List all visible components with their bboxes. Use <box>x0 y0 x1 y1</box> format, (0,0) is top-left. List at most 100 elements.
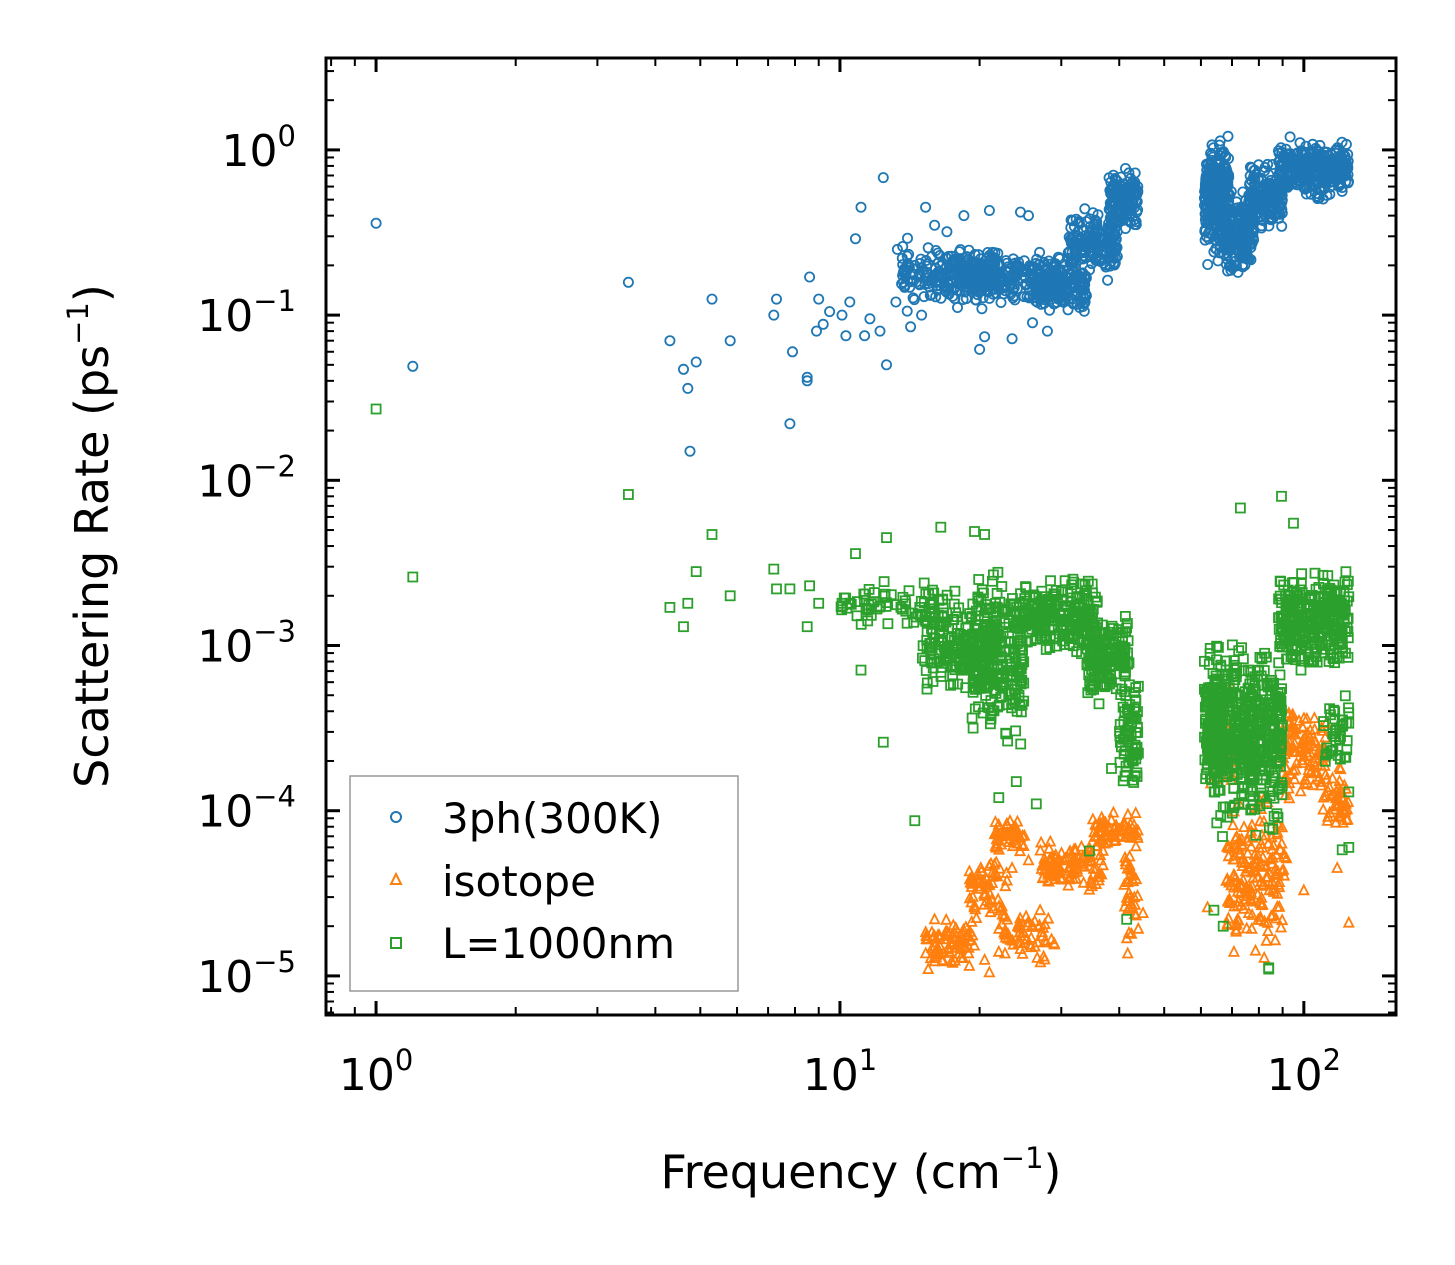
triangle-point <box>1000 873 1014 886</box>
circle-point <box>1078 277 1090 289</box>
circle-point <box>684 445 696 457</box>
circle-point <box>1227 211 1239 223</box>
square-point <box>1258 665 1270 676</box>
square-point <box>1109 668 1121 680</box>
triangle-point <box>995 900 1008 913</box>
circle-point <box>1043 255 1055 267</box>
square-point <box>1318 716 1329 727</box>
triangle-point <box>1100 830 1113 843</box>
square-point <box>909 815 921 827</box>
circle-point <box>1070 237 1082 249</box>
triangle-point <box>1222 849 1235 862</box>
circle-point <box>877 172 889 184</box>
triangle-point <box>1317 802 1330 815</box>
square-point <box>1119 770 1131 782</box>
square-point <box>407 571 419 583</box>
circle-point <box>1122 198 1134 210</box>
triangle-point <box>971 866 984 879</box>
square-point <box>900 605 912 617</box>
square-point <box>921 677 933 689</box>
triangle-point <box>956 930 969 943</box>
square-point <box>1130 682 1142 693</box>
triangle-point <box>1289 762 1302 775</box>
square-point <box>850 548 861 559</box>
triangle-point <box>1229 918 1242 931</box>
square-point <box>1077 609 1089 620</box>
circle-point <box>1201 164 1213 176</box>
square-point <box>1004 646 1015 658</box>
triangle-point <box>1276 864 1289 876</box>
circle-point <box>1263 220 1275 232</box>
triangle-point <box>1278 850 1291 862</box>
square-point <box>1205 753 1217 764</box>
circle-point <box>908 294 920 306</box>
triangle-point <box>1118 850 1132 863</box>
triangle-point <box>1300 711 1313 724</box>
triangle-point <box>1122 886 1136 898</box>
triangle-point <box>1342 915 1355 928</box>
triangle-point <box>1023 937 1037 950</box>
square-point <box>933 618 945 630</box>
triangle-point <box>1047 862 1060 874</box>
circle-point <box>1201 158 1213 170</box>
triangle-point <box>953 940 967 953</box>
triangle-point <box>1321 809 1335 822</box>
circle-point <box>1312 188 1324 200</box>
square-point <box>1303 656 1315 668</box>
square-point <box>1332 600 1343 612</box>
square-point <box>1116 683 1128 695</box>
square-point <box>1065 595 1077 607</box>
triangle-point <box>1014 929 1027 941</box>
triangle-point <box>1021 915 1035 928</box>
square-point <box>1208 773 1220 785</box>
circle-point <box>1255 210 1267 222</box>
circle-point <box>1029 271 1041 283</box>
triangle-point <box>985 892 998 905</box>
triangle-point <box>1340 813 1353 825</box>
square-point <box>1084 845 1095 857</box>
square-point <box>1227 691 1238 703</box>
circle-point <box>940 267 952 279</box>
square-point <box>1090 652 1102 664</box>
square-point <box>921 683 933 695</box>
triangle-point <box>1004 932 1017 945</box>
circle-point <box>983 204 995 216</box>
square-point <box>1254 652 1266 663</box>
square-point <box>771 583 782 595</box>
triangle-point <box>1271 886 1284 899</box>
square-point <box>804 580 815 592</box>
square-point <box>1336 844 1348 856</box>
square-point <box>1000 728 1012 740</box>
square-point <box>1123 657 1135 669</box>
circle-point <box>918 291 930 303</box>
square-point <box>1288 625 1300 637</box>
triangle-point <box>1040 935 1053 948</box>
square-point <box>1039 625 1050 636</box>
circle-point <box>952 301 964 313</box>
square-point <box>1319 755 1331 767</box>
triangle-point <box>1271 899 1284 912</box>
triangle-point <box>1095 832 1108 844</box>
triangle-point <box>1230 829 1243 842</box>
triangle-point <box>1129 897 1142 910</box>
triangle-point <box>992 842 1006 855</box>
circle-point <box>1084 213 1096 225</box>
square-point <box>935 521 947 533</box>
triangle-point <box>924 951 937 964</box>
triangle-point <box>963 958 976 971</box>
square-point <box>1220 750 1232 761</box>
square-point <box>1132 722 1143 733</box>
square-point <box>996 635 1008 647</box>
triangle-point <box>1260 933 1273 946</box>
circle-point <box>771 293 783 305</box>
circle-point <box>1202 258 1214 270</box>
triangle-point <box>1317 790 1330 803</box>
circle-point <box>959 270 971 282</box>
circle-point <box>1313 177 1325 189</box>
triangle-point <box>966 889 979 902</box>
circle-point <box>1065 214 1077 226</box>
triangle-point <box>1013 844 1027 857</box>
circle-point <box>1208 246 1220 258</box>
circle-point <box>973 257 985 269</box>
square-point <box>1310 644 1322 655</box>
